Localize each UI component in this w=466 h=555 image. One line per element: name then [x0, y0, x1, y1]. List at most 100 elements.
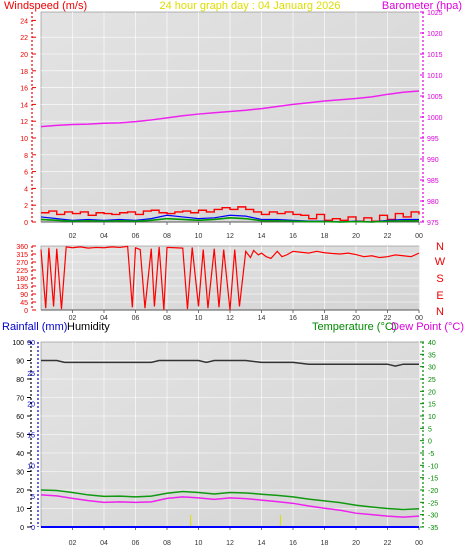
x-tick-label: 18: [321, 233, 329, 240]
barometer-title: Barometer (hpa): [382, 0, 462, 12]
y-tick-label-direction: 270: [16, 260, 28, 267]
y-tick-label-right: 1010: [427, 73, 443, 80]
dewpoint-title: Dew Point (°C): [391, 321, 464, 333]
y-tick-label-temperature: -35: [428, 525, 438, 532]
x-tick-label: 16: [289, 233, 297, 240]
y-tick-label-temperature: -30: [428, 513, 438, 520]
wind-direction-panel: 02 04 06 08 10 12 14 16 18 20 22 00 3603152702251801…: [16, 244, 423, 322]
y-tick-label-temperature: -15: [428, 476, 438, 483]
x-tick-label: 02: [69, 540, 77, 547]
y-tick-label-rainfall: 15: [27, 433, 35, 440]
y-tick-label-temperature: 30: [428, 365, 436, 372]
compass-label-n-top: N: [436, 241, 444, 253]
y-tick-label-left: 10: [20, 136, 28, 143]
y-tick-label-left: 6: [24, 170, 28, 177]
y-tick-label-temperature: 15: [428, 402, 436, 409]
compass-label-n-bottom: N: [436, 306, 444, 318]
x-tick-label: 22: [384, 233, 392, 240]
x-tick-label: 10: [195, 233, 203, 240]
y-tick-label-direction: 315: [16, 252, 28, 259]
x-tick-label: 04: [100, 540, 108, 547]
x-tick-label: 16: [289, 540, 297, 547]
x-tick-label: 02: [69, 233, 77, 240]
temperature-title: Temperature (°C): [312, 321, 396, 333]
x-tick-label: 12: [226, 315, 234, 322]
y-tick-label-right: 1000: [427, 115, 443, 122]
wind-direction-line: [40, 245, 420, 311]
x-tick-label: 06: [132, 233, 140, 240]
x-tick-label: 16: [289, 315, 297, 322]
y-tick-label-rainfall: 25: [27, 371, 35, 378]
y-tick-label-temperature: 10: [428, 414, 436, 421]
y-tick-label-right: 980: [427, 199, 439, 206]
y-tick-label-temperature: 5: [428, 426, 432, 433]
x-tick-label: 20: [352, 540, 360, 547]
y-tick-label-direction: 180: [16, 276, 28, 283]
y-tick-label-direction: 360: [16, 244, 28, 251]
rainfall-title: Rainfall (mm): [2, 321, 67, 333]
compass-label-e: E: [436, 290, 443, 302]
humidity-title: Humidity: [67, 321, 110, 333]
x-tick-label: 20: [352, 315, 360, 322]
compass-label-w: W: [435, 256, 446, 268]
x-tick-label: 10: [195, 315, 203, 322]
x-tick-label: 04: [100, 233, 108, 240]
humidity-line: [41, 359, 419, 367]
y-tick-label-temperature: 25: [428, 377, 436, 384]
dewpoint-line: [40, 494, 420, 518]
graph-title: 24 hour graph day : 04 Januarg 2026: [159, 0, 340, 12]
x-tick-label: 20: [352, 233, 360, 240]
y-tick-label-direction: 225: [16, 268, 28, 275]
y-tick-label-direction: 45: [20, 300, 28, 307]
x-tick-label: 08: [163, 233, 171, 240]
y-tick-label-rainfall: 30: [27, 340, 35, 347]
y-tick-label-right: 1025: [427, 10, 443, 17]
y-tick-label-rainfall: 5: [31, 494, 35, 501]
x-tick-label: 10: [195, 540, 203, 547]
y-tick-label-temperature: -5: [428, 451, 434, 458]
compass-label-s: S: [436, 273, 443, 285]
y-tick-label-temperature: 20: [428, 389, 436, 396]
y-tick-label-left: 12: [20, 119, 28, 126]
y-tick-label-rainfall: 0: [31, 525, 35, 532]
y-tick-label-left: 8: [24, 153, 28, 160]
x-tick-label: 14: [258, 315, 266, 322]
windspeed-title: Windspeed (m/s): [4, 0, 87, 12]
y-tick-label-left: 22: [20, 35, 28, 42]
y-tick-label-humidity: 60: [16, 414, 24, 421]
x-tick-label: 18: [321, 540, 329, 547]
y-tick-label-right: 995: [427, 136, 439, 143]
y-tick-label-humidity: 100: [12, 340, 24, 347]
wind-barometer-panel: 02 04 06 08 10 12 14 16 18 20 22 002422201816141210…: [20, 10, 442, 240]
y-tick-label-rainfall: 20: [27, 402, 35, 409]
y-tick-label-humidity: 30: [16, 470, 24, 477]
x-tick-label: 14: [258, 540, 266, 547]
y-tick-label-humidity: 80: [16, 377, 24, 384]
y-tick-label-right: 1005: [427, 94, 443, 101]
y-tick-label-humidity: 50: [16, 433, 24, 440]
temperature-line: [40, 489, 420, 511]
x-tick-label: 00: [415, 540, 423, 547]
y-tick-label-left: 14: [20, 102, 28, 109]
y-tick-label-right: 1015: [427, 52, 443, 59]
y-tick-label-temperature: 35: [428, 352, 436, 359]
x-tick-label: 08: [163, 540, 171, 547]
x-tick-label: 22: [384, 540, 392, 547]
y-tick-label-left: 24: [20, 18, 28, 25]
y-tick-label-right: 985: [427, 178, 439, 185]
x-tick-label: 06: [132, 540, 140, 547]
y-tick-label-temperature: 40: [428, 340, 436, 347]
y-tick-label-temperature: -20: [428, 488, 438, 495]
y-tick-label-humidity: 40: [16, 451, 24, 458]
y-tick-label-left: 20: [20, 52, 28, 59]
y-tick-label-left: 16: [20, 86, 28, 93]
y-tick-label-humidity: 20: [16, 488, 24, 495]
x-tick-label: 12: [226, 540, 234, 547]
y-tick-label-left: 4: [24, 186, 28, 193]
y-tick-label-left: 2: [24, 203, 28, 210]
y-tick-label-right: 1020: [427, 31, 443, 38]
wind-average-line: [40, 216, 419, 223]
y-tick-label-temperature: 0: [428, 439, 432, 446]
y-tick-label-temperature: -25: [428, 500, 438, 507]
x-tick-label: 00: [415, 315, 423, 322]
